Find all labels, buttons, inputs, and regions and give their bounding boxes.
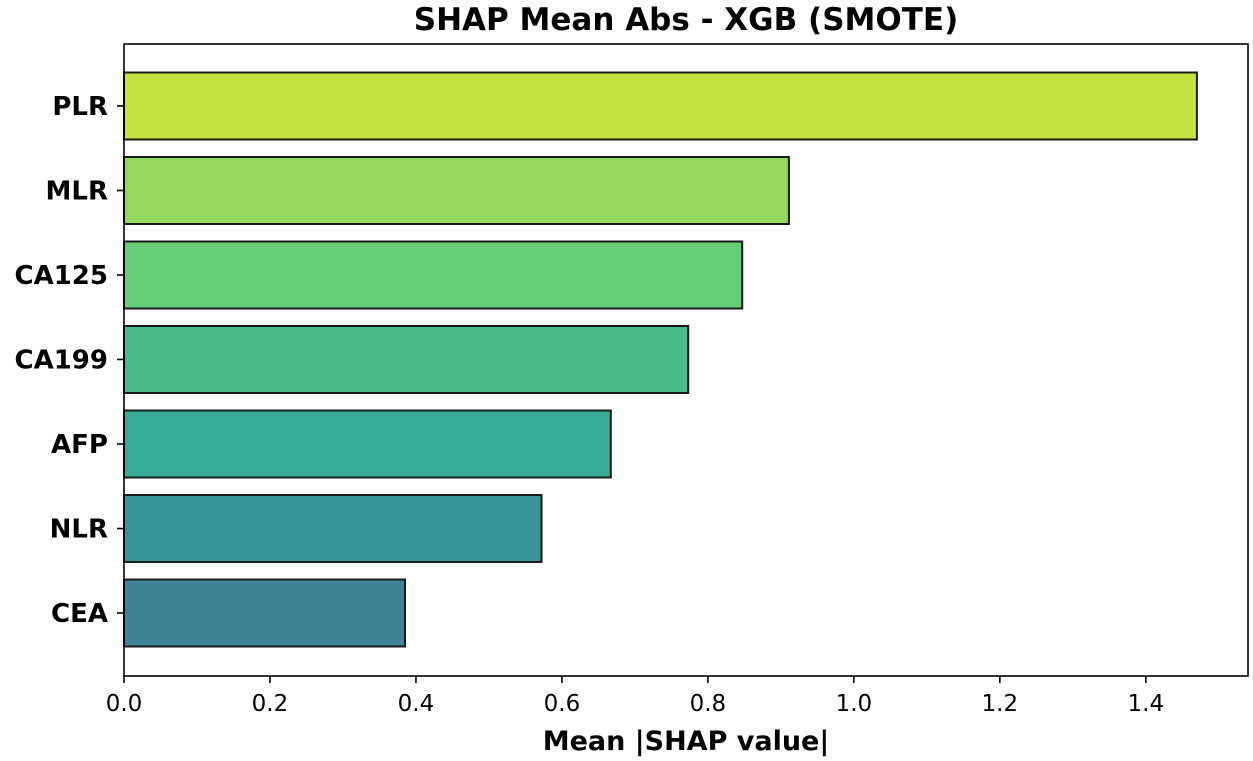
x-tick-label: 1.2: [982, 691, 1019, 717]
y-tick-label-ca199: CA199: [15, 346, 108, 376]
bar-nlr: [123, 494, 543, 563]
chart-title: SHAP Mean Abs - XGB (SMOTE): [414, 2, 958, 38]
x-tick-label: 1.0: [836, 691, 873, 717]
y-tick-label-nlr: NLR: [50, 515, 108, 545]
y-tick-label-ca125: CA125: [15, 261, 108, 291]
x-tick-label: 0.0: [106, 691, 143, 717]
plot-frame: [123, 43, 1249, 677]
bar-afp: [123, 409, 612, 479]
x-axis-label: Mean |SHAP value|: [543, 726, 829, 757]
bar-cea: [123, 578, 406, 648]
bars-group: [123, 71, 1198, 648]
y-tick-label-plr: PLR: [52, 92, 108, 122]
y-tick-label-mlr: MLR: [46, 177, 108, 207]
bar-ca125: [123, 240, 744, 310]
y-tick-label-cea: CEA: [51, 599, 108, 629]
bar-mlr: [123, 156, 790, 225]
y-axis-labels: PLR MLR CA125 CA199 AFP NLR CEA: [15, 92, 124, 629]
bar-ca199: [123, 325, 690, 394]
x-tick-label: 0.2: [252, 691, 289, 717]
x-tick-label: 0.6: [544, 691, 581, 717]
x-axis-ticks: 0.0 0.2 0.4 0.6 0.8 1.0 1.2 1.4: [106, 676, 1164, 717]
bar-plr: [123, 71, 1198, 141]
x-tick-label: 1.4: [1128, 691, 1165, 717]
y-tick-label-afp: AFP: [51, 430, 108, 460]
x-tick-label: 0.4: [398, 691, 435, 717]
x-tick-label: 0.8: [690, 691, 727, 717]
